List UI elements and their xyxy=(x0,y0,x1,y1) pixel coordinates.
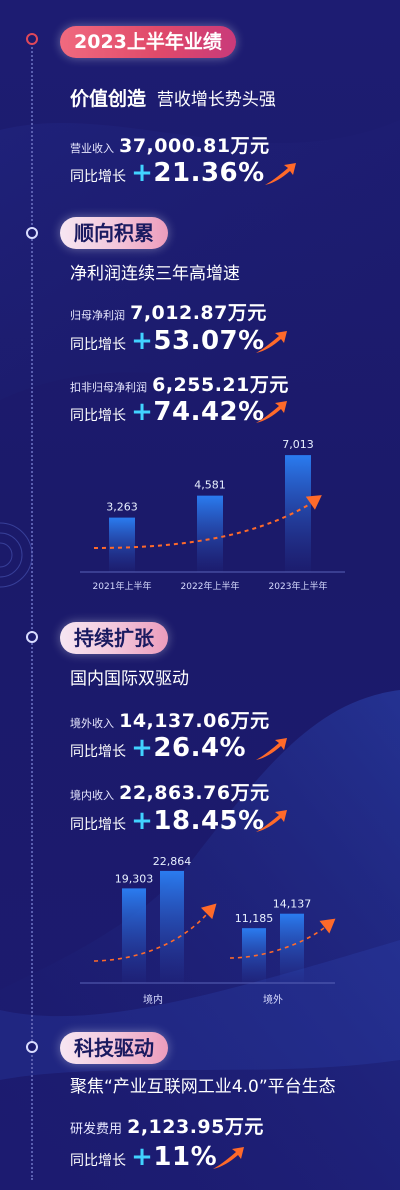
trend-line xyxy=(229,927,325,959)
tick-label: 境内 xyxy=(143,993,163,1006)
bar xyxy=(160,870,184,983)
trend-arrow-icon xyxy=(256,810,287,832)
metric-row: 扣非归母净利润 6,255.21万元 xyxy=(70,370,289,397)
section-1-heading: 价值创造 营收增长势头强 xyxy=(70,84,276,111)
growth-value: +11% xyxy=(131,1142,218,1172)
trend-arrow-icon xyxy=(256,331,287,353)
timeline-dot xyxy=(26,227,38,239)
section-4-title: 科技驱动 xyxy=(60,1032,168,1064)
trend-arrow-icon xyxy=(256,738,287,760)
profit-bar-chart: 3,263 2021年上半年 4,581 2022年上半年 7,013 2023年上半年 xyxy=(80,438,345,592)
tick-label: 2021年上半年 xyxy=(93,580,152,592)
section-subtitle: 聚焦“产业互联网工业4.0”平台生态 xyxy=(70,1077,336,1097)
tick-label: 2022年上半年 xyxy=(181,580,240,592)
metric-row: 研发费用 2,123.95万元 xyxy=(70,1112,264,1139)
metric-row: 境外收入 14,137.06万元 xyxy=(70,706,270,733)
bar xyxy=(285,455,311,572)
data-label: 4,581 xyxy=(194,479,226,492)
tick-label: 境外 xyxy=(263,993,283,1006)
growth-row: 同比增长 +11% xyxy=(70,1142,217,1172)
metric-value: 2,123.95万元 xyxy=(127,1116,264,1138)
tick-label: 2023年上半年 xyxy=(269,580,328,592)
bar xyxy=(280,913,304,983)
growth-label: 同比增长 xyxy=(70,1153,126,1169)
section-subtitle: 营收增长势头强 xyxy=(156,90,276,110)
bar xyxy=(122,888,146,983)
metric-value: 22,863.76万元 xyxy=(119,782,270,804)
trend-arrow-icon xyxy=(265,163,296,185)
data-label: 19,303 xyxy=(115,872,154,885)
metric-label: 归母净利润 xyxy=(70,309,125,322)
metric-value: 7,012.87万元 xyxy=(130,302,267,324)
metric-label: 境内收入 xyxy=(70,789,114,802)
growth-label: 同比增长 xyxy=(70,169,126,185)
metric-label: 境外收入 xyxy=(70,717,114,730)
data-label: 22,864 xyxy=(153,855,192,868)
trend-line xyxy=(93,914,207,962)
trend-line xyxy=(93,503,311,549)
growth-value: +18.45% xyxy=(131,806,265,836)
growth-row: 同比增长 +26.4% xyxy=(70,733,246,763)
growth-label: 同比增长 xyxy=(70,817,126,833)
metric-row: 归母净利润 7,012.87万元 xyxy=(70,298,267,325)
growth-value: +26.4% xyxy=(131,733,247,763)
data-label: 7,013 xyxy=(282,438,314,451)
data-label: 3,263 xyxy=(106,501,138,514)
header-title: 2023上半年业绩 xyxy=(60,26,236,58)
growth-row: 同比增长 +21.36% xyxy=(70,158,265,188)
metric-value: 6,255.21万元 xyxy=(152,374,289,396)
timeline-dot xyxy=(26,631,38,643)
growth-row: 同比增长 +74.42% xyxy=(70,397,265,427)
bar xyxy=(197,495,223,572)
metric-row: 境内收入 22,863.76万元 xyxy=(70,778,270,805)
trend-arrowhead xyxy=(305,495,322,510)
growth-value: +21.36% xyxy=(131,158,265,188)
trend-arrow-icon xyxy=(256,401,287,423)
timeline-dot xyxy=(26,33,38,45)
data-label: 14,137 xyxy=(273,898,312,911)
growth-row: 同比增长 +53.07% xyxy=(70,326,265,356)
metric-row: 营业收入 37,000.81万元 xyxy=(70,131,270,158)
trend-arrowhead xyxy=(200,903,217,920)
growth-label: 同比增长 xyxy=(70,408,126,424)
metric-value: 37,000.81万元 xyxy=(119,135,270,157)
section-subtitle: 净利润连续三年高增速 xyxy=(70,264,240,284)
section-subtitle: 国内国际双驱动 xyxy=(70,669,189,689)
metric-label: 扣非归母净利润 xyxy=(70,381,147,394)
bar xyxy=(109,517,135,572)
timeline-line xyxy=(31,40,33,1180)
metric-label: 研发费用 xyxy=(70,1122,123,1137)
section-title: 价值创造 xyxy=(70,88,147,110)
growth-value: +53.07% xyxy=(131,326,265,356)
growth-label: 同比增长 xyxy=(70,337,126,353)
metric-label: 营业收入 xyxy=(70,142,114,155)
trend-arrowhead xyxy=(319,918,336,934)
trend-arrow-icon xyxy=(213,1147,244,1169)
timeline-dot xyxy=(26,1041,38,1053)
data-label: 11,185 xyxy=(235,912,274,925)
growth-row: 同比增长 +18.45% xyxy=(70,806,265,836)
growth-label: 同比增长 xyxy=(70,744,126,760)
metric-value: 14,137.06万元 xyxy=(119,710,270,732)
section-2-title: 顺向积累 xyxy=(60,217,168,249)
section-3-title: 持续扩张 xyxy=(60,622,168,654)
growth-value: +74.42% xyxy=(131,397,265,427)
